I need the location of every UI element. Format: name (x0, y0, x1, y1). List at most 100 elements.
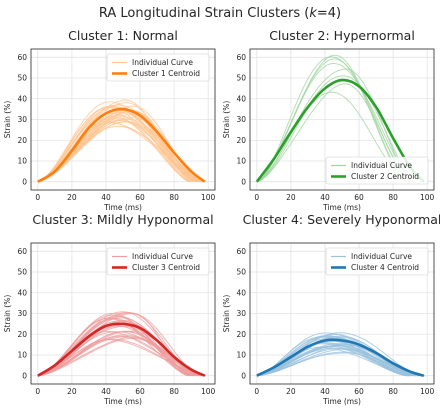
y-tick-label: 0 (22, 371, 27, 380)
x-tick-label: 40 (101, 387, 111, 396)
y-tick-label: 0 (241, 177, 246, 186)
series-layer (255, 54, 425, 183)
x-tick-label: 20 (286, 193, 296, 202)
y-tick-label: 0 (241, 371, 246, 380)
individual-curve (256, 345, 408, 377)
x-tick-label: 40 (101, 193, 111, 202)
legend-box (325, 156, 429, 185)
centroid-line (37, 107, 206, 183)
individual-curve (37, 121, 197, 183)
x-axis-label: Time (ms) (103, 203, 142, 212)
y-tick-label: 60 (17, 247, 27, 256)
y-tick-label: 30 (17, 309, 27, 318)
y-tick-label: 50 (236, 74, 246, 83)
x-tick-label: 80 (169, 193, 179, 202)
x-tick-label: 80 (388, 387, 398, 396)
series-layer (37, 311, 207, 377)
y-tick-label: 10 (236, 157, 246, 166)
centroid-line (255, 78, 425, 183)
x-tick-label: 100 (420, 193, 435, 202)
centroid-line (256, 338, 425, 377)
individual-curve (37, 339, 207, 377)
figure-title: RA Longitudinal Strain Clusters (k=4) (99, 6, 341, 21)
individual-curve (37, 319, 191, 377)
legend-label-individual: Individual Curve (351, 161, 412, 170)
y-tick-label: 60 (17, 53, 27, 62)
legend: Individual Curve Cluster 3 Centroid (106, 247, 210, 276)
axes-frame (249, 242, 435, 385)
series-layer (256, 332, 425, 377)
legend-box (106, 53, 210, 82)
y-axis-label: Strain (%) (222, 295, 231, 333)
individual-curve (256, 83, 413, 183)
x-tick-label: 60 (135, 387, 145, 396)
y-tick-label: 50 (17, 268, 27, 277)
legend-label-individual: Individual Curve (132, 252, 193, 261)
legend: Individual Curve Cluster 4 Centroid (325, 247, 429, 276)
x-axis-label: Time (ms) (322, 203, 361, 212)
x-tick-label: 100 (420, 387, 435, 396)
legend-label-centroid: Cluster 4 Centroid (351, 263, 419, 272)
y-tick-label: 10 (236, 351, 246, 360)
x-tick-label: 60 (354, 193, 364, 202)
legend-box (325, 247, 429, 276)
y-tick-label: 10 (17, 351, 27, 360)
individual-curve (256, 352, 410, 377)
y-tick-label: 30 (236, 309, 246, 318)
y-tick-label: 30 (17, 115, 27, 124)
x-tick-label: 40 (320, 387, 330, 396)
y-tick-label: 20 (236, 136, 246, 145)
individual-curve (37, 334, 206, 377)
legend-label-individual: Individual Curve (132, 58, 193, 67)
x-tick-label: 20 (67, 193, 77, 202)
x-tick-label: 40 (320, 193, 330, 202)
y-tick-label: 50 (17, 74, 27, 83)
legend-label-centroid: Cluster 1 Centroid (132, 69, 200, 78)
y-axis-label: Strain (%) (3, 101, 12, 139)
y-tick-label: 20 (236, 330, 246, 339)
panel-1: Cluster 1: Normal 0 20 40 60 80 100 0 10 20 30 40 50… (3, 28, 216, 212)
panel-title: Cluster 4: Severely Hyponormal (243, 212, 440, 227)
legend-label-individual: Individual Curve (351, 252, 412, 261)
legend: Individual Curve Cluster 1 Centroid (106, 53, 210, 82)
y-tick-label: 30 (236, 115, 246, 124)
individual-curve (256, 54, 409, 183)
x-tick-label: 0 (254, 387, 259, 396)
individual-curve (256, 332, 418, 377)
centroid-line (37, 322, 206, 377)
individual-curve (256, 75, 417, 183)
legend: Individual Curve Cluster 2 Centroid (325, 156, 429, 185)
x-tick-label: 100 (201, 193, 216, 202)
x-tick-label: 60 (354, 387, 364, 396)
x-tick-label: 0 (35, 193, 40, 202)
y-tick-label: 20 (17, 330, 27, 339)
y-tick-label: 20 (17, 136, 27, 145)
y-tick-label: 0 (22, 177, 27, 186)
legend-box (106, 247, 210, 276)
x-tick-label: 20 (286, 387, 296, 396)
x-tick-label: 60 (135, 193, 145, 202)
panel-title: Cluster 2: Hypernormal (269, 28, 415, 43)
x-tick-label: 0 (35, 387, 40, 396)
y-tick-label: 60 (236, 53, 246, 62)
x-tick-label: 20 (67, 387, 77, 396)
panel-2: Cluster 2: Hypernormal 0 20 40 60 80 100 0 10 20 3… (222, 28, 435, 212)
panel-title: Cluster 3: Mildly Hyponormal (32, 212, 213, 227)
panel-title: Cluster 1: Normal (68, 28, 178, 43)
individual-curve (37, 318, 191, 377)
x-tick-label: 80 (169, 387, 179, 396)
axes-frame (249, 48, 435, 191)
x-axis-label: Time (ms) (103, 397, 142, 406)
y-tick-label: 40 (236, 288, 246, 297)
y-tick-label: 40 (236, 94, 246, 103)
x-tick-label: 80 (388, 193, 398, 202)
axes-frame (30, 242, 216, 385)
y-tick-label: 40 (17, 288, 27, 297)
x-tick-label: 0 (254, 193, 259, 202)
series-layer (37, 99, 206, 183)
x-axis-label: Time (ms) (322, 397, 361, 406)
y-tick-label: 40 (17, 94, 27, 103)
legend-label-centroid: Cluster 2 Centroid (351, 172, 419, 181)
